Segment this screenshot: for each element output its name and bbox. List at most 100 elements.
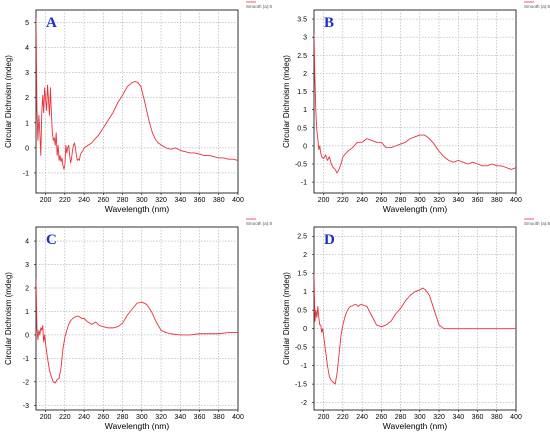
x-tick-label: 340 [174,197,186,204]
y-tick-label: -1 [301,363,307,370]
x-tick-label: 240 [78,197,90,204]
x-tick-label: 220 [59,414,71,421]
x-axis-title: Wavelength (nm) [383,204,448,214]
x-tick-label: 380 [491,197,503,204]
y-tick-label: 3.5 [297,17,307,24]
x-tick-label: 200 [318,197,330,204]
x-tick-label: 360 [472,197,484,204]
plot-area [35,226,239,411]
y-tick-label: -1 [23,170,29,177]
legend-label: Smooth (a):8 [246,221,273,226]
chart-panel-a: 200 220 240 260 280 300 320 340 360 380 400 -1 0 1 2 3 4… [4,1,273,214]
series-line [314,273,516,385]
y-tick-label: -0.5 [295,162,307,169]
chart-panel-b: 200 220 240 260 280 300 320 340 360 380 400-1-0.50… [282,1,550,214]
y-tick-label: 0 [303,143,307,150]
x-tick-label: 300 [136,197,148,204]
x-tick-label: 200 [318,414,330,421]
plot-area [313,226,517,411]
y-tick-label: 2.5 [297,234,307,241]
y-tick-label: 1 [25,120,29,127]
panel-label: D [324,232,335,248]
y-tick-label: 5 [25,20,29,27]
x-tick-label: 300 [414,197,426,204]
x-tick-label: 260 [375,197,387,204]
x-tick-label: 360 [194,197,206,204]
x-tick-label: 360 [472,414,484,421]
x-tick-label: 260 [97,197,109,204]
y-tick-label: 0.5 [297,125,307,132]
x-tick-label: 340 [452,414,464,421]
y-tick-label: 2 [25,95,29,102]
x-tick-label: 300 [136,414,148,421]
x-tick-label: 240 [356,414,368,421]
x-axis-title: Wavelength (nm) [105,204,170,214]
y-tick-label: -2 [301,400,307,407]
x-tick-label: 380 [213,414,225,421]
x-tick-label: 380 [491,414,503,421]
series-line [36,278,238,384]
x-tick-label: 320 [155,197,167,204]
y-tick-label: 2 [25,286,29,293]
x-tick-label: 260 [97,414,109,421]
y-tick-label: -2 [23,379,29,386]
chart-panel-c: 200 220 240 260 280 300 320 340 360 380 400 -3 -2 -1 0… [4,218,273,431]
y-axis-title: Circular Dichroism (mdeg) [4,272,13,365]
x-tick-label: 280 [395,197,407,204]
x-tick-label: 280 [117,197,129,204]
x-tick-label: 380 [213,197,225,204]
y-axis-title: Circular Dichroism (mdeg) [282,55,291,148]
y-tick-label: 2 [303,252,307,259]
y-tick-label: 4 [25,239,29,246]
x-tick-label: 300 [414,414,426,421]
panel-label: A [46,15,57,31]
x-tick-label: 260 [375,414,387,421]
y-tick-label: 3 [25,262,29,269]
y-tick-label: 0 [303,326,307,333]
legend-label: Smooth (a):8 [246,4,273,9]
x-tick-label: 320 [433,197,445,204]
x-tick-label: 220 [59,197,71,204]
y-tick-label: 1 [303,289,307,296]
x-tick-label: 200 [40,414,52,421]
legend-label: Smooth (a):8 [524,4,550,9]
x-tick-label: 320 [433,414,445,421]
y-tick-label: -1 [23,356,29,363]
x-tick-label: 240 [356,197,368,204]
y-axis-title: Circular Dichroism (mdeg) [4,55,13,148]
x-tick-label: 200 [40,197,52,204]
chart-panel-d: 200 220 240 260 280 300 320 340 360 380 400 -2 -1.5 -… [282,218,550,431]
series-line [314,33,516,174]
y-tick-label: 3 [303,35,307,42]
y-tick-label: 1.5 [297,271,307,278]
x-tick-label: 220 [337,197,349,204]
y-tick-label: 0 [25,145,29,152]
x-tick-label: 340 [174,414,186,421]
x-tick-label: 320 [155,414,167,421]
x-tick-label: 400 [510,414,522,421]
y-tick-label: 2 [303,71,307,78]
y-tick-label: 1 [303,107,307,114]
x-axis-title: Wavelength (nm) [383,421,448,431]
x-tick-label: 280 [117,414,129,421]
y-tick-label: 2.5 [297,53,307,60]
x-tick-label: 360 [194,414,206,421]
y-tick-label: 1.5 [297,89,307,96]
y-tick-label: 3 [25,70,29,77]
y-tick-label: 1 [25,309,29,316]
series-line [36,17,238,170]
panel-label: C [46,232,57,248]
y-tick-label: -1 [301,180,307,187]
x-tick-label: 400 [510,197,522,204]
x-tick-label: 280 [395,414,407,421]
legend-label: Smooth (a):8 [524,221,550,226]
y-tick-label: -3 [23,403,29,410]
x-tick-label: 220 [337,414,349,421]
x-tick-label: 340 [452,197,464,204]
y-tick-label: 0.5 [297,308,307,315]
panel-label: B [324,15,334,31]
y-tick-label: -0.5 [295,345,307,352]
plot-area [313,9,517,194]
y-tick-label: 4 [25,45,29,52]
